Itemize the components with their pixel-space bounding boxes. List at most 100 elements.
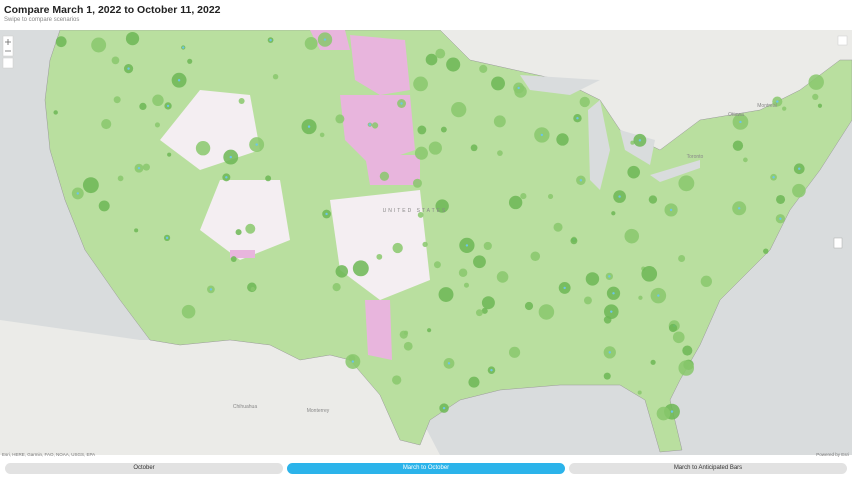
city-dot (127, 67, 130, 70)
density-blob (638, 295, 643, 300)
density-blob (238, 98, 245, 105)
density-blob (332, 283, 341, 292)
density-blob (417, 125, 427, 135)
button[interactable]: October (5, 463, 283, 474)
density-blob (470, 144, 478, 152)
density-blob (428, 141, 442, 155)
city-dot (669, 208, 673, 212)
density-blob (272, 73, 279, 80)
density-blob (435, 199, 449, 213)
density-blob (352, 260, 369, 277)
density-blob (101, 118, 112, 130)
density-blob (763, 248, 769, 254)
lake-michigan (588, 100, 610, 190)
density-blob (438, 287, 454, 302)
city-dot (618, 195, 621, 198)
city-dot (442, 406, 446, 410)
density-blob (624, 228, 640, 244)
density-blob (111, 56, 120, 65)
density-blob (672, 331, 685, 344)
city-dot (351, 360, 355, 363)
map-label: Ottawa (728, 112, 744, 118)
density-blob (491, 76, 505, 91)
pink-area (350, 35, 410, 95)
map-label: Montreal (757, 103, 776, 109)
density-blob (417, 212, 424, 218)
city-dot (137, 166, 141, 170)
density-blob (142, 163, 150, 171)
density-blob (304, 36, 318, 50)
city-dot (540, 133, 544, 137)
zoom-icons[interactable] (5, 39, 11, 52)
density-blob (468, 376, 480, 388)
density-blob (678, 255, 686, 263)
map[interactable]: UNITED STATES Chihuahua Monterrey Toront… (0, 30, 852, 455)
pink-area (340, 95, 415, 165)
layers-button[interactable] (837, 35, 848, 46)
pink-area (365, 300, 392, 360)
city-dot (610, 310, 613, 313)
density-blob (496, 271, 509, 283)
city-dot (737, 207, 741, 210)
density-blob (134, 228, 139, 233)
density-blob (668, 323, 678, 333)
density-blob (245, 223, 256, 234)
city-dot (225, 176, 228, 179)
home-button[interactable] (2, 57, 14, 69)
title: Compare March 1, 2022 to October 11, 202… (4, 4, 221, 16)
button[interactable]: March to October (287, 463, 565, 474)
density-blob (463, 282, 470, 288)
density-blob (570, 237, 578, 245)
density-blob (425, 53, 438, 66)
city-dot (608, 351, 611, 354)
button[interactable]: March to Anticipated Bars (569, 463, 847, 474)
density-blob (808, 74, 824, 90)
density-blob (235, 229, 242, 236)
city-dot (325, 212, 328, 216)
density-blob (53, 110, 58, 115)
density-blob (55, 36, 67, 48)
city-dot (798, 167, 801, 170)
density-blob (413, 76, 428, 92)
city-dot (209, 288, 213, 291)
density-blob (371, 122, 379, 129)
city-dot (608, 275, 611, 278)
density-blob (446, 57, 461, 72)
density-blob (195, 141, 211, 156)
density-blob (583, 296, 592, 305)
density-blob (82, 177, 99, 194)
city-dot (182, 46, 185, 49)
powered-by: Powered by Esri (816, 452, 849, 457)
city-dot (76, 192, 79, 195)
map-label: UNITED STATES (383, 208, 448, 214)
density-blob (637, 390, 642, 395)
lake-huron (620, 130, 655, 165)
density-blob (481, 307, 488, 314)
density-blob (335, 265, 349, 278)
zoom-box (2, 35, 14, 57)
density-blob (792, 183, 806, 198)
density-blob (422, 241, 428, 248)
density-blob (125, 31, 140, 46)
city-dot (490, 368, 493, 372)
pink-area (365, 155, 420, 185)
header: Compare March 1, 2022 to October 11, 202… (0, 0, 852, 30)
city-dot (517, 86, 520, 90)
density-blob (678, 360, 695, 376)
zoom-controls (2, 35, 848, 249)
density-blob (392, 375, 402, 385)
patches (160, 30, 700, 360)
density-blob (399, 330, 408, 339)
city-dot (368, 123, 372, 126)
density-blob (376, 253, 383, 260)
density-blob (451, 101, 467, 118)
density-blob (817, 103, 823, 108)
canada (440, 30, 852, 150)
swipe-handle[interactable] (833, 237, 843, 249)
density-blob (139, 102, 147, 111)
density-blob (152, 94, 164, 107)
density-blob (603, 372, 611, 380)
density-blob (524, 301, 534, 311)
density-blob (611, 211, 616, 216)
